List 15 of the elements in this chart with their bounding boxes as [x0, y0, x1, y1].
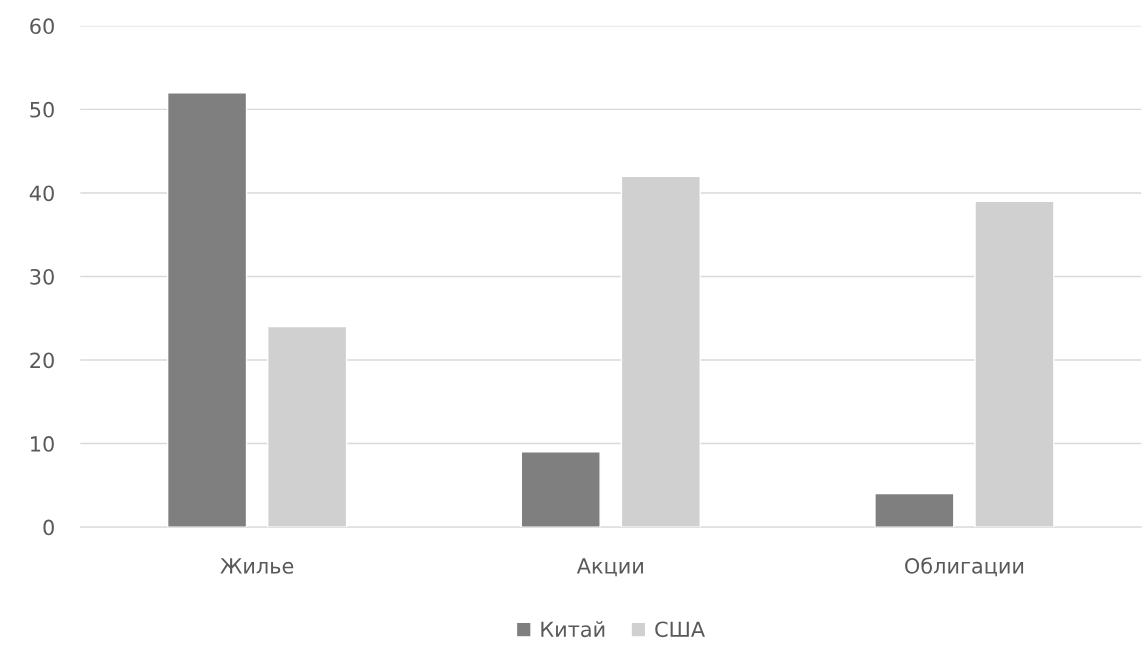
y-tick-label: 20: [30, 352, 54, 369]
x-tick-label: Жилье: [220, 558, 294, 574]
bar: [166, 91, 248, 528]
y-tick-label: 60: [30, 18, 54, 35]
y-tick-label: 30: [30, 268, 54, 285]
bar: [874, 492, 955, 528]
x-tick-label: Облигации: [905, 557, 1024, 577]
y-tick-label: 50: [30, 101, 54, 118]
y-tick-label: 10: [31, 436, 54, 452]
y-tick-label: 0: [43, 519, 54, 536]
legend-label: Китай: [541, 621, 605, 638]
x-tick-label: Акции: [576, 558, 643, 577]
legend-label: США: [655, 621, 705, 638]
y-tick-label: 40: [29, 185, 54, 202]
bar: [520, 451, 601, 528]
